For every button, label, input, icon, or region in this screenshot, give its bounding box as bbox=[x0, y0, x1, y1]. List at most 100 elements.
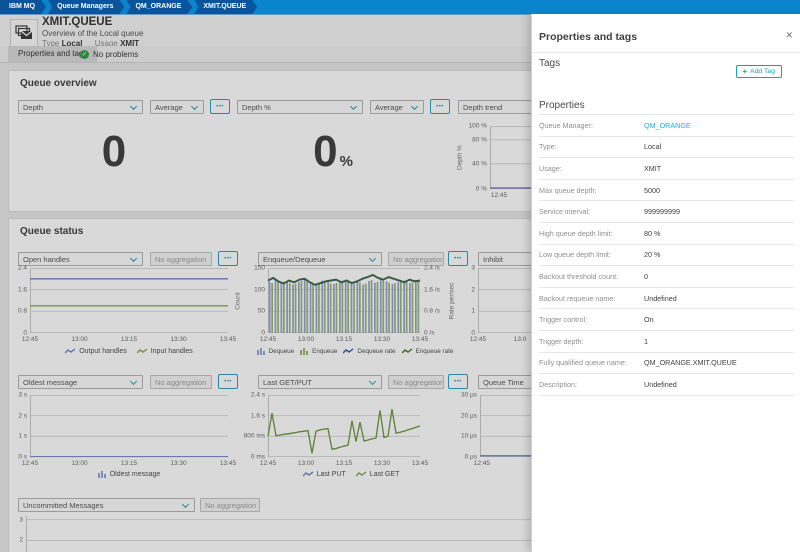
property-label: Backout threshold count: bbox=[539, 272, 644, 281]
depth-aggregation-select[interactable]: Average bbox=[150, 100, 204, 114]
property-label: Type: bbox=[539, 142, 644, 151]
property-value: 999999999 bbox=[644, 207, 680, 216]
x-axis-tick: 12:45 bbox=[491, 192, 507, 199]
breadcrumb-item[interactable]: QM_ORANGE bbox=[126, 0, 192, 14]
chevron-down-icon bbox=[182, 500, 189, 507]
last-get-put-legend: Last PUT Last GET bbox=[258, 471, 444, 478]
add-tag-button[interactable]: + Add Tag bbox=[736, 65, 783, 78]
property-row: Service interval:999999999 bbox=[539, 201, 794, 223]
plus-icon: + bbox=[743, 67, 748, 76]
y-axis-tick: 2 bbox=[0, 537, 23, 544]
x-axis-tick: 12:45 bbox=[22, 460, 38, 467]
page-subtitle: Overview of the Local queue bbox=[42, 29, 143, 38]
property-row: Backout requeue name:Undefined bbox=[539, 288, 794, 310]
y-axis-tick: 10 µs bbox=[450, 433, 477, 440]
x-axis-tick: 13:30 bbox=[374, 336, 390, 343]
y-axis-tick: 3 bbox=[0, 516, 23, 523]
open-handles-aggregation-select[interactable]: No aggregation bbox=[150, 252, 212, 266]
chevron-down-icon bbox=[130, 102, 137, 109]
breadcrumb-item[interactable]: XMIT.QUEUE bbox=[194, 0, 257, 14]
page-title: XMIT.QUEUE bbox=[42, 16, 112, 28]
x-axis-tick: 12:45 bbox=[260, 460, 276, 467]
open-handles-select[interactable]: Open handles bbox=[18, 252, 143, 266]
enqueue-dequeue-chart bbox=[268, 268, 420, 333]
property-value: 1 bbox=[644, 337, 648, 346]
close-icon[interactable]: ✕ bbox=[785, 30, 793, 40]
queue-status-heading: Queue status bbox=[20, 226, 83, 237]
property-label: Trigger control: bbox=[539, 315, 644, 324]
x-axis-tick: 13:45 bbox=[412, 336, 428, 343]
open-handles-chart bbox=[30, 268, 228, 333]
y-axis-tick: 100 % bbox=[460, 123, 487, 130]
y-axis-tick: 800 ms bbox=[238, 433, 265, 440]
line-series-icon bbox=[137, 348, 148, 355]
x-axis-tick: 13:45 bbox=[220, 460, 236, 467]
property-label: Low queue depth limit: bbox=[539, 250, 644, 259]
queue-icon bbox=[10, 19, 38, 47]
y-axis-label: Depth % bbox=[457, 146, 464, 170]
uncommitted-messages-aggregation-select[interactable]: No aggregation bbox=[200, 498, 260, 512]
depth-pct-value: 0% bbox=[237, 130, 429, 184]
x-axis-tick: 13:15 bbox=[336, 460, 352, 467]
y-axis-tick: 2 bbox=[448, 286, 475, 293]
x-axis-tick: 13:00 bbox=[298, 460, 314, 467]
property-label: Max queue depth: bbox=[539, 186, 644, 195]
y2-axis-tick: 2.4 /s bbox=[424, 265, 440, 272]
property-row: High queue depth limit:80 % bbox=[539, 223, 794, 245]
x-axis-tick: 13:00 bbox=[71, 336, 87, 343]
property-value: 0 bbox=[644, 272, 648, 281]
overflow-menu-button[interactable]: ••• bbox=[218, 251, 238, 266]
line-series-icon bbox=[303, 471, 314, 478]
property-label: Fully qualified queue name: bbox=[539, 358, 644, 367]
y-axis-tick: 3 bbox=[448, 265, 475, 272]
y-axis-tick: 1 bbox=[448, 308, 475, 315]
property-value: XMIT bbox=[644, 164, 661, 173]
property-row: Queue Manager:QM_ORANGE bbox=[539, 115, 794, 137]
y-axis-tick: 50 bbox=[238, 308, 265, 315]
y-axis-tick: 0.8 bbox=[0, 308, 27, 315]
property-value-link[interactable]: QM_ORANGE bbox=[644, 121, 691, 130]
property-value: 20 % bbox=[644, 250, 660, 259]
y-axis-tick: 0 % bbox=[460, 186, 487, 193]
overflow-menu-button[interactable]: ••• bbox=[430, 99, 450, 114]
x-axis-tick: 13:0 bbox=[514, 336, 527, 343]
topbar-underline bbox=[0, 14, 530, 15]
line-series-icon bbox=[356, 471, 367, 478]
property-row: Type:Local bbox=[539, 137, 794, 159]
y-axis-tick: 1 s bbox=[0, 433, 27, 440]
depth-pct-metric-select[interactable]: Depth % bbox=[237, 100, 363, 114]
property-row: Backout threshold count:0 bbox=[539, 266, 794, 288]
y-axis-tick: 100 bbox=[238, 286, 265, 293]
x-axis-tick: 13:45 bbox=[220, 336, 236, 343]
overflow-menu-button[interactable]: ••• bbox=[218, 374, 238, 389]
property-value: 80 % bbox=[644, 229, 660, 238]
x-axis-tick: 13:30 bbox=[170, 460, 186, 467]
overflow-menu-button[interactable]: ••• bbox=[448, 374, 468, 389]
breadcrumb-item[interactable]: Queue Managers bbox=[48, 0, 124, 14]
property-value: QM_ORANGE.XMIT.QUEUE bbox=[644, 358, 737, 367]
breadcrumb-item[interactable]: IBM MQ bbox=[0, 0, 46, 14]
properties-list: Queue Manager:QM_ORANGEType:LocalUsage:X… bbox=[539, 114, 794, 396]
bar-series-icon bbox=[98, 471, 107, 478]
oldest-message-chart bbox=[30, 395, 228, 457]
uncommitted-messages-select[interactable]: Uncommitted Messages bbox=[18, 498, 195, 512]
properties-heading: Properties bbox=[539, 100, 585, 111]
property-label: High queue depth limit: bbox=[539, 229, 644, 238]
bar-series-icon bbox=[257, 348, 266, 355]
depth-metric-select[interactable]: Depth bbox=[18, 100, 143, 114]
last-get-put-aggregation-select[interactable]: No aggregation bbox=[388, 375, 444, 389]
overflow-menu-button[interactable]: ••• bbox=[210, 99, 230, 114]
line-series-icon bbox=[65, 348, 76, 355]
panel-title: Properties and tags bbox=[539, 31, 637, 43]
y2-axis-label: Rate per/sec bbox=[449, 279, 456, 323]
last-get-put-select[interactable]: Last GET/PUT bbox=[258, 375, 382, 389]
depth-value: 0 bbox=[18, 130, 210, 174]
chevron-down-icon bbox=[411, 102, 418, 109]
enqueue-dequeue-select[interactable]: Enqueue/Dequeue bbox=[258, 252, 382, 266]
percent-unit: % bbox=[340, 153, 353, 170]
bar-series-icon bbox=[300, 348, 309, 355]
depth-pct-aggregation-select[interactable]: Average bbox=[370, 100, 424, 114]
property-label: Description: bbox=[539, 380, 644, 389]
oldest-message-aggregation-select[interactable]: No aggregation bbox=[150, 375, 212, 389]
oldest-message-select[interactable]: Oldest message bbox=[18, 375, 143, 389]
